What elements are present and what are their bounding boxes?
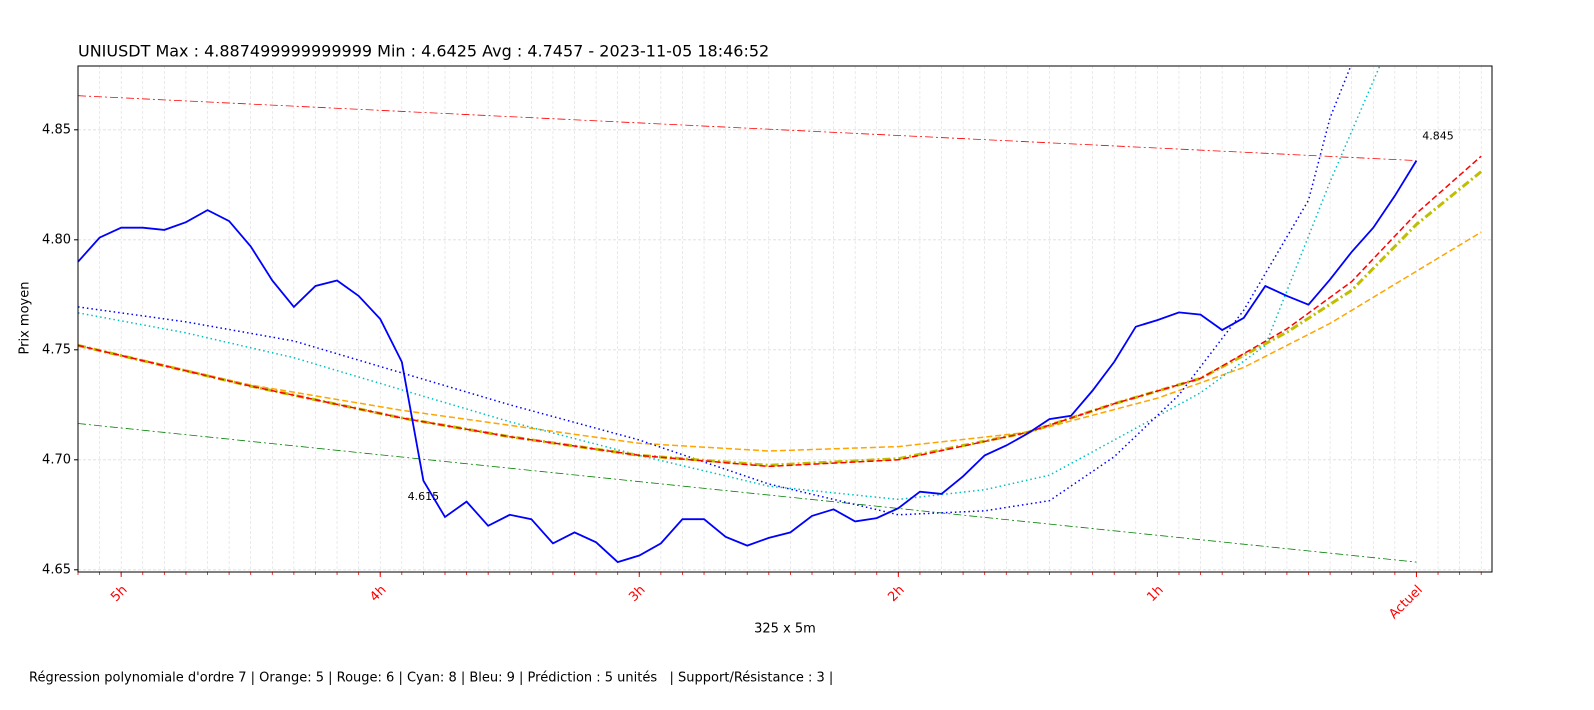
- y-axis-label: Prix moyen: [18, 282, 33, 355]
- series-line: [78, 423, 1417, 563]
- annotation: 4.615: [408, 490, 440, 503]
- plot-frame: [77, 65, 1493, 573]
- annotation: 4.845: [1422, 129, 1454, 142]
- x-tick-label: 2h: [885, 583, 907, 605]
- series-line: [78, 66, 1352, 516]
- chart-title: UNIUSDT Max : 4.887499999999999 Min : 4.…: [78, 42, 769, 61]
- footer-note: Régression polynomiale d'ordre 7 | Orang…: [29, 671, 833, 686]
- x-tick-label: 3h: [626, 583, 648, 605]
- x-tick-label: 1h: [1144, 583, 1166, 605]
- plot-lines: [78, 66, 1483, 564]
- x-tick-label: 5h: [108, 583, 130, 605]
- x-axis-label: 325 x 5m: [754, 622, 816, 637]
- series-line: [78, 170, 1483, 467]
- series-line: [78, 95, 1417, 161]
- y-tick-label: 4.65: [42, 562, 71, 577]
- series-line: [78, 66, 1381, 501]
- x-tick-label: Actuel: [1386, 583, 1425, 622]
- series-line: [78, 160, 1418, 564]
- y-tick-label: 4.80: [42, 232, 71, 247]
- series-line: [78, 231, 1482, 452]
- y-tick-label: 4.75: [42, 342, 71, 357]
- y-tick-label: 4.70: [42, 452, 71, 467]
- series-line: [78, 155, 1482, 468]
- x-tick-label: 4h: [367, 583, 389, 605]
- y-tick-label: 4.85: [42, 122, 71, 137]
